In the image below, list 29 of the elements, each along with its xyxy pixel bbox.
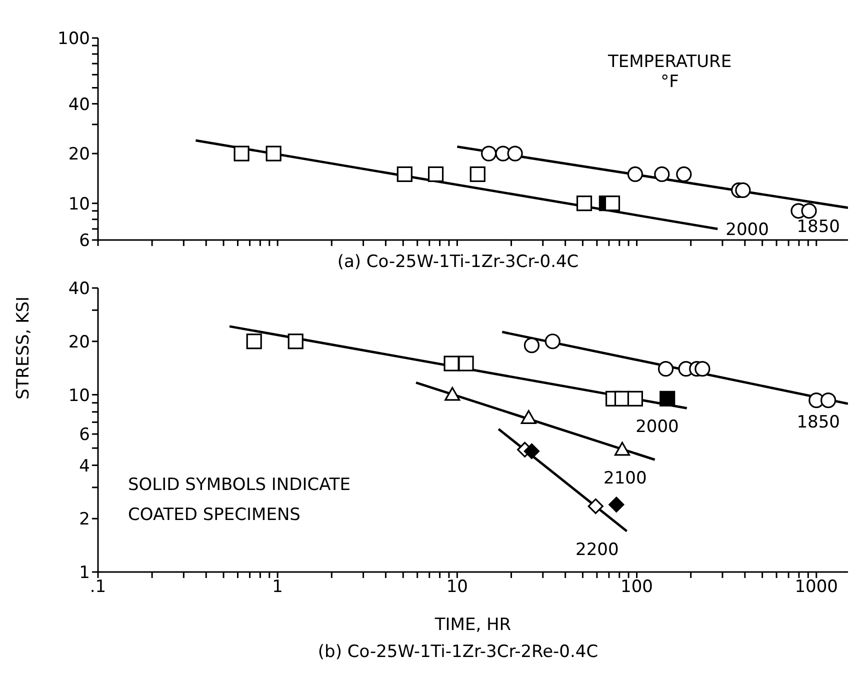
y-tick-label: 4 [79, 456, 90, 476]
y-tick-label: 10 [68, 194, 90, 214]
y-tick-label: 6 [79, 425, 90, 446]
y-tick-label: 6 [79, 231, 90, 252]
series-label: 1850 [796, 412, 840, 433]
annotation: SOLID SYMBOLS INDICATE COATED SPECIMENS [128, 474, 351, 527]
text: (b) Co-25W-1Ti-1Zr-3Cr-2Re-0.4C [316, 642, 600, 662]
y-tick-label: 40 [68, 279, 90, 300]
x-tick-label: .1 [90, 577, 106, 598]
text: (a) Co-25W-1Ti-1Zr-3Cr-0.4C [336, 252, 580, 272]
series-label: 2100 [604, 468, 647, 489]
y-tick-label: 20 [68, 332, 90, 352]
y-tick-label: 10 [68, 386, 90, 406]
y-tick-label: 40 [68, 94, 90, 115]
y-tick-label: 2 [79, 510, 90, 530]
y-axis-title: STRESS, KSI [14, 296, 34, 400]
series-label: 2000 [726, 220, 769, 240]
x-tick-label: 1 [272, 577, 284, 598]
series-label: 2200 [576, 540, 619, 560]
y-tick-label: 1 [79, 563, 90, 584]
y-tick-label: 100 [58, 29, 90, 50]
series-label: 1850 [796, 216, 840, 237]
series-label: 2000 [636, 417, 679, 438]
x-axis-title: TIME, HR [434, 615, 512, 635]
x-tick-label: 10 [446, 577, 468, 598]
legend-title: TEMPERATURE °F [608, 52, 732, 92]
x-tick-label: 1000 [794, 577, 838, 598]
y-tick-label: 20 [68, 144, 90, 165]
x-tick-label: 100 [620, 577, 654, 598]
